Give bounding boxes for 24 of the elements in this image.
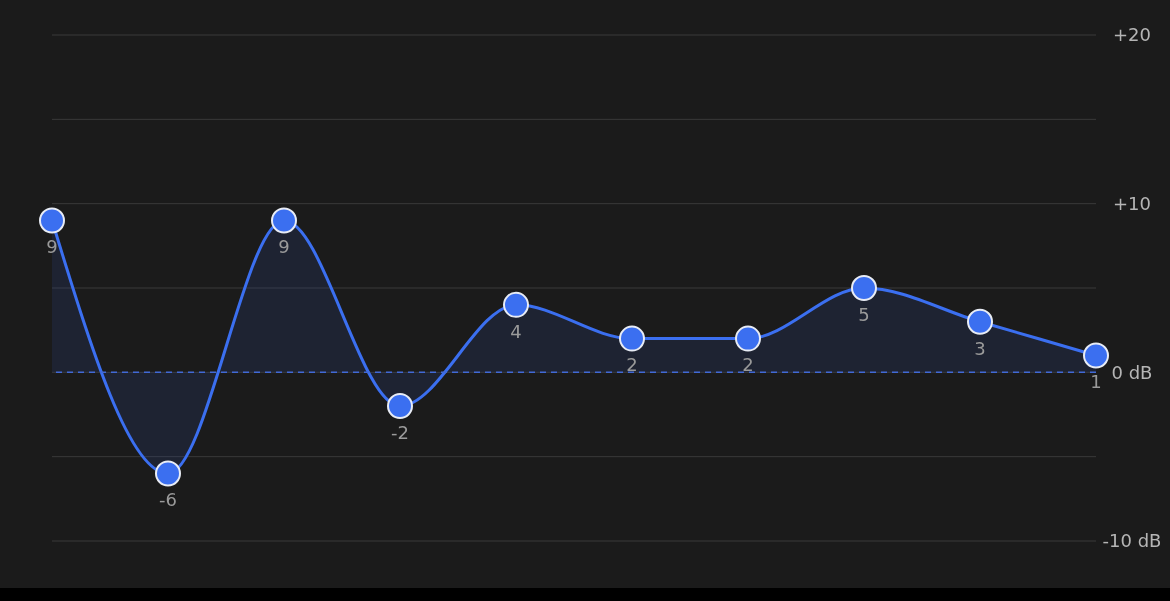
point bbox=[619, 325, 645, 352]
data-label: -2 bbox=[391, 421, 409, 443]
point bbox=[735, 325, 761, 352]
y-tick-label: -10 dB bbox=[1102, 530, 1162, 552]
data-label: 3 bbox=[974, 337, 986, 359]
point bbox=[1083, 342, 1109, 369]
y-tick-label: +10 bbox=[1113, 193, 1151, 215]
point bbox=[851, 275, 877, 301]
point bbox=[503, 291, 529, 318]
data-label: 2 bbox=[742, 354, 754, 376]
data-label: 4 bbox=[510, 320, 522, 342]
y-tick-label: 0 dB bbox=[1111, 361, 1153, 383]
data-label: 5 bbox=[858, 303, 870, 325]
point bbox=[39, 207, 65, 234]
data-label: 9 bbox=[278, 236, 290, 258]
point bbox=[155, 460, 181, 487]
point bbox=[271, 207, 297, 234]
point bbox=[967, 308, 993, 335]
data-label: 2 bbox=[626, 354, 638, 376]
data-label: -6 bbox=[159, 489, 177, 511]
point bbox=[387, 393, 413, 420]
data-label: 9 bbox=[46, 236, 58, 258]
data-label: 1 bbox=[1090, 371, 1102, 393]
y-tick-label: +20 bbox=[1113, 24, 1151, 46]
